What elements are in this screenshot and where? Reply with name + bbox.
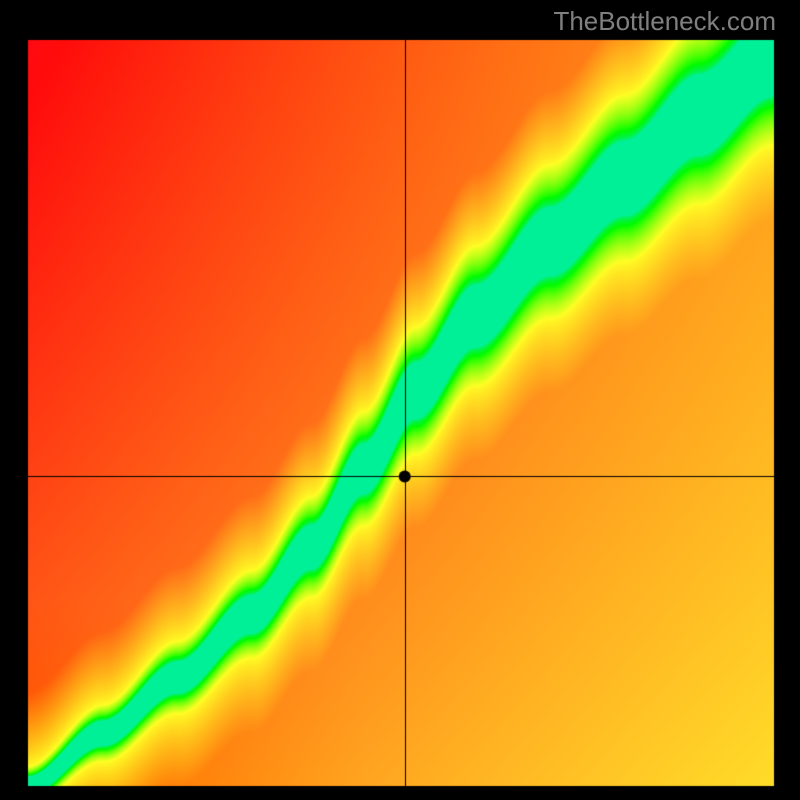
heatmap-canvas: [0, 0, 800, 800]
chart-container: TheBottleneck.com: [0, 0, 800, 800]
watermark-text: TheBottleneck.com: [553, 6, 776, 37]
